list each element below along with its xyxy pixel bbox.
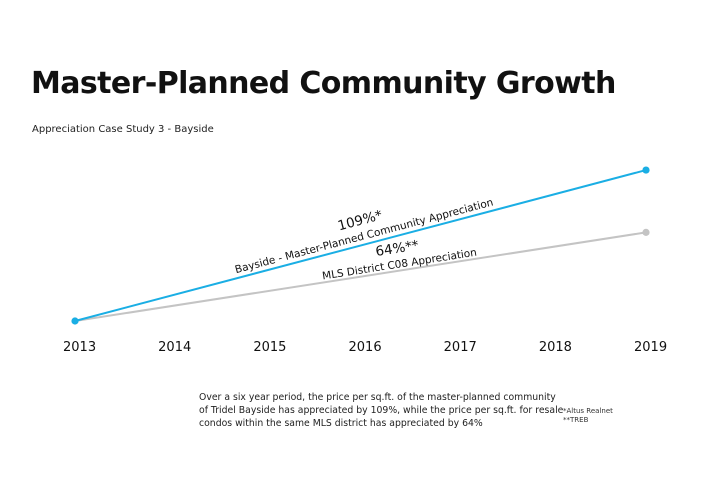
x-tick-label: 2013 [63, 340, 96, 355]
footnote-line: condos within the same MLS district has … [199, 418, 483, 429]
series-end-point-1 [642, 228, 650, 236]
x-tick-label: 2014 [158, 340, 191, 355]
footnote: Over a six year period, the price per sq… [199, 391, 564, 430]
series-line-1 [74, 231, 647, 322]
x-tick-label: 2016 [349, 340, 382, 355]
page-subtitle: Appreciation Case Study 3 - Bayside [32, 124, 214, 135]
series-value-label-1: 64%** [374, 237, 420, 260]
x-tick-label: 2018 [539, 340, 572, 355]
sources: *Altus Realnet **TREB [563, 407, 613, 425]
x-tick-label: 2015 [253, 340, 286, 355]
footnote-line: of Tridel Bayside has appreciated by 109… [199, 405, 564, 416]
x-tick-label: 2019 [634, 340, 667, 355]
x-tick-label: 2017 [444, 340, 477, 355]
series-line-0 [74, 169, 647, 322]
page-title: Master-Planned Community Growth [31, 66, 616, 101]
footnote-line: Over a six year period, the price per sq… [199, 392, 556, 403]
source-treb: **TREB [563, 416, 589, 424]
series-start-point [71, 317, 79, 325]
series-end-point-0 [642, 166, 650, 174]
source-altus: *Altus Realnet [563, 407, 613, 415]
